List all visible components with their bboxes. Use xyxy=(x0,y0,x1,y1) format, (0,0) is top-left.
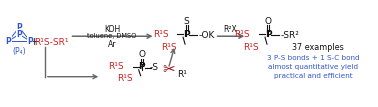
Text: P: P xyxy=(16,30,22,39)
Text: R¹S: R¹S xyxy=(243,43,259,52)
Text: ✂: ✂ xyxy=(162,62,175,77)
Text: P: P xyxy=(183,30,189,39)
Text: R¹S: R¹S xyxy=(235,30,250,39)
Text: almost quantitative yield: almost quantitative yield xyxy=(268,64,358,70)
Text: 3 P-S bonds + 1 S-C bond: 3 P-S bonds + 1 S-C bond xyxy=(267,55,360,61)
Text: P: P xyxy=(138,62,145,71)
Text: KOH: KOH xyxy=(104,25,120,34)
Text: R¹S-SR¹: R¹S-SR¹ xyxy=(34,38,69,47)
Text: R¹: R¹ xyxy=(177,70,187,79)
Text: toluene, DMSO: toluene, DMSO xyxy=(87,33,137,39)
Text: P: P xyxy=(6,37,11,46)
Text: R²X: R²X xyxy=(223,25,237,34)
Text: -SR²: -SR² xyxy=(280,31,299,40)
Text: R¹S: R¹S xyxy=(153,30,168,39)
Text: practical and efficient: practical and efficient xyxy=(274,73,353,79)
Text: (P₄): (P₄) xyxy=(12,47,26,56)
Text: R¹S: R¹S xyxy=(108,62,124,71)
Text: S: S xyxy=(183,17,189,26)
Text: O: O xyxy=(138,51,145,59)
Text: P: P xyxy=(16,23,22,32)
Text: P: P xyxy=(27,37,33,46)
Text: -OK: -OK xyxy=(198,31,215,40)
Text: R¹S: R¹S xyxy=(161,43,177,52)
Text: Ar: Ar xyxy=(108,40,116,49)
Text: -S: -S xyxy=(150,63,159,72)
Text: R¹S: R¹S xyxy=(117,74,133,83)
Text: +: + xyxy=(29,37,39,47)
Text: 37 examples: 37 examples xyxy=(293,43,344,52)
Text: P: P xyxy=(265,30,271,39)
Text: O: O xyxy=(265,17,271,26)
